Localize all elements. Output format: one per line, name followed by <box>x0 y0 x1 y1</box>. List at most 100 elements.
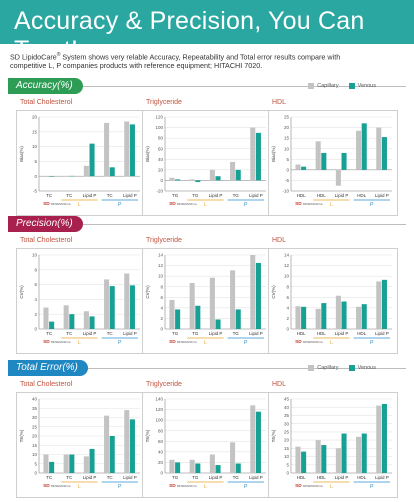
bar-venous <box>215 176 221 181</box>
y-tick-label: 15 <box>32 129 38 134</box>
section-tab-label: Accuracy(%) <box>16 80 73 91</box>
group-label-sd: SD <box>43 339 50 345</box>
x-tick-label: TC <box>46 193 53 198</box>
bar-capillary <box>315 440 321 473</box>
y-axis-label: TE(%) <box>145 429 150 442</box>
y-tick-label: 10 <box>32 253 38 258</box>
legend-item-capillary: Capillary <box>308 365 339 371</box>
y-tick-label: 8 <box>160 284 163 289</box>
bar-capillary <box>43 454 49 473</box>
bar-capillary <box>356 130 362 170</box>
group-label-l: L <box>78 484 81 490</box>
y-tick-label: 40 <box>284 405 290 410</box>
bar-capillary <box>209 454 215 473</box>
bar-chart: 0 5 10 15 20 25 30 35 40 TE(%) TC TC Lipid P TC Lipid … <box>19 397 140 490</box>
x-tick-label: Lipid P <box>123 475 137 480</box>
y-tick-label: 0 <box>34 471 37 476</box>
bar-capillary <box>169 459 175 473</box>
bar-venous <box>235 309 241 329</box>
y-tick-label: 14 <box>284 253 290 258</box>
y-tick-label: 10 <box>284 274 290 279</box>
x-tick-label: Lipid P <box>83 193 97 198</box>
y-tick-label: 0 <box>160 471 163 476</box>
y-tick-label: 8 <box>286 284 289 289</box>
x-tick-label: TG <box>192 475 199 480</box>
group-label-p: P <box>118 340 122 346</box>
x-tick-label: Lipid P <box>249 331 263 336</box>
x-tick-label: Lipid P <box>375 193 389 198</box>
y-tick-label: 6 <box>160 295 163 300</box>
bar-venous <box>255 262 261 329</box>
group-label-l: L <box>204 484 207 490</box>
bar-venous <box>69 175 75 177</box>
intro-brand: SD LipidoCare <box>10 52 57 62</box>
y-tick-label: 10 <box>158 274 164 279</box>
bar-capillary <box>189 179 195 181</box>
bar-capillary <box>169 177 175 181</box>
y-tick-label: 120 <box>155 407 163 412</box>
bar-venous <box>195 180 201 183</box>
group-label-sd-sub: BIOSENSOR,Inc. <box>177 202 198 206</box>
y-tick-label: 25 <box>284 115 290 120</box>
y-tick-label: 15 <box>32 443 38 448</box>
chart-title: Triglyceride <box>146 381 182 388</box>
y-tick-label: 25 <box>32 424 38 429</box>
y-tick-label: 20 <box>32 434 38 439</box>
y-tick-label: 12 <box>284 263 290 268</box>
bar-capillary <box>376 281 382 329</box>
bar-chart: -10 -5 0 5 10 15 20 25 Bias(%) HDL HDL Lipid P HDL Li… <box>271 115 392 208</box>
y-tick-label: 0 <box>34 327 37 332</box>
y-axis-label: Bias(%) <box>145 146 150 162</box>
bar-chart: -20 0 20 40 60 80 100 120 Bias(%) TG TG Lipid P TG Li… <box>145 115 266 208</box>
bar-capillary <box>295 306 301 329</box>
x-tick-label: Lipid P <box>123 331 137 336</box>
x-tick-label: Lipid P <box>375 331 389 336</box>
y-axis-label: CV(%) <box>145 285 150 299</box>
y-tick-label: 10 <box>32 144 38 149</box>
group-label-sd-sub: BIOSENSOR,Inc. <box>51 202 72 206</box>
legend-swatch <box>308 365 315 371</box>
y-tick-label: -20 <box>156 189 163 194</box>
chart-title: Triglyceride <box>146 99 182 106</box>
bar-venous <box>89 448 95 473</box>
bar-capillary <box>230 161 236 181</box>
bar-capillary <box>83 311 89 329</box>
y-tick-label: 60 <box>158 146 164 151</box>
group-label-l: L <box>78 202 81 208</box>
y-axis-label: CV(%) <box>19 285 24 299</box>
x-tick-label: HDL <box>357 193 366 198</box>
chart-panel: -20 0 20 40 60 80 100 120 Bias(%) TG TG Lipid P TG Li… <box>142 110 272 216</box>
y-axis-label: CV(%) <box>271 285 276 299</box>
bar-capillary <box>124 273 130 329</box>
bar-venous <box>215 465 221 473</box>
bar-capillary <box>335 448 341 473</box>
x-tick-label: TG <box>233 331 240 336</box>
bar-chart: -5 0 5 10 15 20 Bias(%) TC TC Lipid P TC Lipid P SD B… <box>19 115 140 208</box>
bar-venous <box>129 285 135 329</box>
bar-chart: 0 2 4 6 8 10 CV(%) TC TC Lipid P TC Lipid P SD BIOSEN… <box>19 253 140 346</box>
y-tick-label: 5 <box>286 157 289 162</box>
y-axis-label: TE(%) <box>271 429 276 442</box>
y-tick-label: 0 <box>34 174 37 179</box>
legend-item-venous: Venous <box>348 365 376 371</box>
y-tick-label: 5 <box>34 461 37 466</box>
bar-chart: 0 2 4 6 8 10 12 14 CV(%) HDL HDL Lipid P HDL Lipid P S… <box>271 253 392 346</box>
x-tick-label: HDL <box>297 193 306 198</box>
group-label-l: L <box>330 202 333 208</box>
section-tab-precision: Precision(%) <box>8 216 83 232</box>
y-tick-label: 8 <box>34 267 37 272</box>
y-axis-label: TE(%) <box>19 429 24 442</box>
bar-venous <box>215 319 221 329</box>
bar-capillary <box>209 277 215 329</box>
y-tick-label: 5 <box>34 159 37 164</box>
group-label-sd-sub: BIOSENSOR,Inc. <box>303 340 324 344</box>
x-tick-label: TG <box>192 193 199 198</box>
bar-venous <box>49 461 55 473</box>
group-label-sd-sub: BIOSENSOR,Inc. <box>51 340 72 344</box>
bar-capillary <box>63 305 69 329</box>
section-tab-label: Total Error(%) <box>16 362 78 373</box>
group-label-sd-sub: BIOSENSOR,Inc. <box>51 484 72 488</box>
bar-chart: 0 2 4 6 8 10 12 14 CV(%) TG TG Lipid P TG Lipid P SD BI… <box>145 253 266 346</box>
bar-venous <box>361 123 367 170</box>
y-tick-label: 20 <box>158 460 164 465</box>
